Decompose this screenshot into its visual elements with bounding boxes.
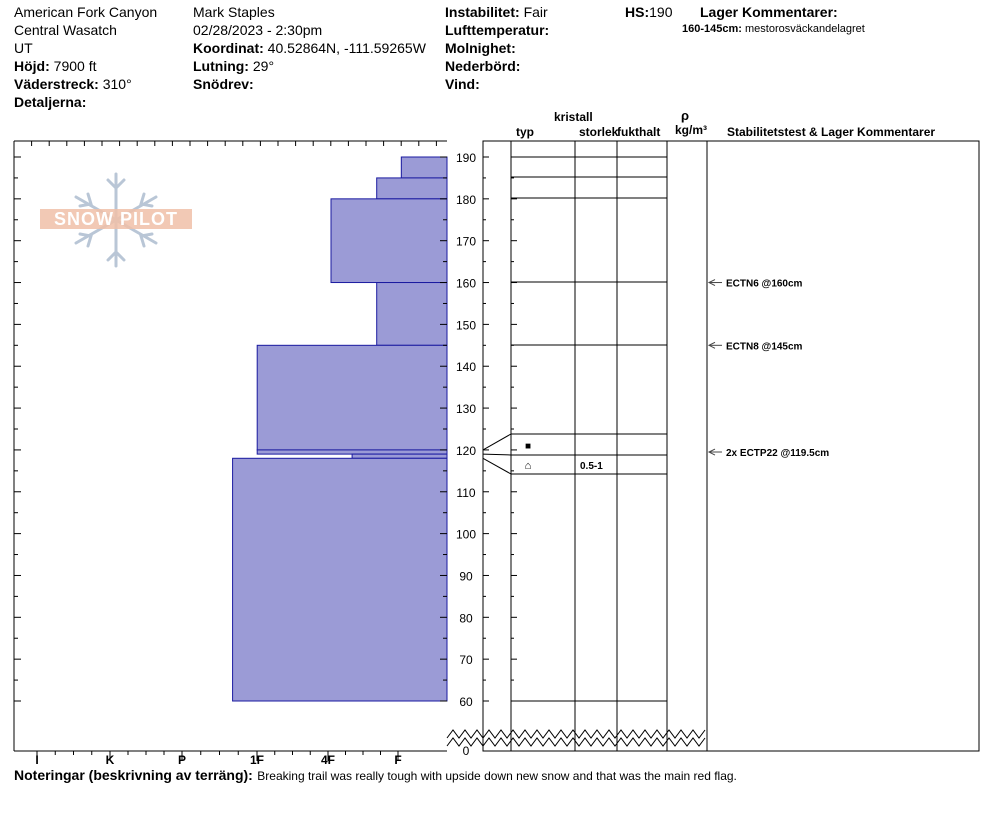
depth-label-190: 190 — [456, 151, 476, 165]
layer-comment-range: 160-145cm: — [682, 23, 742, 35]
depth-label-70: 70 — [459, 653, 473, 667]
coordinates-value: 40.52864N, -111.59265W — [267, 40, 426, 56]
depth-label-0: 0 — [463, 744, 470, 758]
hardness-label-1f: 1F — [250, 753, 264, 767]
notes-label: Noteringar (beskrivning av terräng): — [14, 767, 253, 783]
layer-comment: 160-145cm: mestorosväckandelagret — [682, 24, 865, 35]
hardness-bar-4 — [256, 344, 448, 451]
mountain-range: Central Wasatch — [14, 22, 117, 38]
stability-test-1: ECTN8 @145cm — [726, 341, 803, 352]
sky-label: Molnighet: — [445, 40, 516, 56]
stability-header: Stabilitetstest & Lager Kommentarer — [727, 125, 936, 139]
wind-label: Vind: — [445, 76, 480, 92]
precipitation-label: Nederbörd: — [445, 58, 521, 74]
snow-height-value: 190 — [649, 4, 673, 20]
density-unit-header: kg/m³ — [675, 123, 708, 137]
depth-label-100: 100 — [456, 528, 476, 542]
location: American Fork Canyon — [14, 4, 158, 20]
crystal-symbol-1: ⌂ — [525, 460, 532, 472]
hardness-label-k: K — [106, 753, 115, 767]
layer-boundary-118 — [482, 457, 667, 475]
slope-label: Lutning: — [193, 58, 249, 74]
stability-arrowhead-0 — [707, 279, 716, 286]
logo-text: SNOW PILOT — [54, 209, 178, 229]
layer-comments-label: Lager Kommentarer: — [700, 4, 838, 20]
crystal-symbol-0: ■ — [525, 441, 531, 452]
elevation: Höjd: 7900 ft — [14, 59, 96, 73]
axis-break-line — [446, 729, 706, 739]
stability: Instabilitet: Fair — [445, 5, 548, 19]
slope-value: 29° — [252, 58, 275, 74]
hardness-bar-6 — [351, 453, 448, 459]
axis-break-line — [446, 737, 706, 747]
snowflake-icon — [40, 172, 192, 268]
snowpilot-logo: SNOW PILOT — [36, 170, 196, 270]
hardness-label-p: P — [178, 753, 186, 767]
layer-comment-text: mestorosväckandelagret — [745, 23, 865, 35]
layer-boundary-119 — [482, 453, 667, 456]
depth-label-90: 90 — [459, 569, 473, 583]
details-label: Detaljerna: — [14, 94, 87, 110]
stability-arrowhead-2 — [707, 448, 716, 456]
elevation-label: Höjd: — [14, 58, 50, 74]
datetime: 02/28/2023 - 2:30pm — [193, 22, 323, 38]
snow-height: HS:190 — [625, 5, 672, 19]
depth-label-180: 180 — [456, 193, 476, 207]
depth-label-140: 140 — [456, 360, 476, 374]
depth-label-160: 160 — [456, 277, 476, 291]
snow-height-label: HS: — [625, 4, 650, 20]
stability-value: Fair — [523, 4, 548, 20]
stability-test-0: ECTN6 @160cm — [726, 279, 803, 290]
notes-text: Breaking trail was really tough with ups… — [257, 769, 737, 783]
stability-test-2: 2x ECTP22 @119.5cm — [726, 448, 829, 459]
hardness-label-f: F — [394, 753, 401, 767]
moisture-header: fukthalt — [617, 125, 661, 139]
observer: Mark Staples — [193, 4, 275, 20]
air-temperature-label: Lufttemperatur: — [445, 22, 550, 38]
hardness-bar-5 — [256, 449, 448, 455]
rho-header: ρ — [681, 108, 690, 123]
stability-frame — [706, 140, 980, 752]
elevation-value: 7900 ft — [53, 58, 97, 74]
state: UT — [14, 40, 33, 56]
hardness-bar-7 — [232, 457, 448, 702]
type-header: typ — [516, 125, 534, 139]
hardness-bar-3 — [376, 282, 448, 346]
depth-label-80: 80 — [459, 611, 473, 625]
depth-label-110: 110 — [456, 486, 475, 500]
aspect-label: Väderstreck: — [14, 76, 99, 92]
depth-label-60: 60 — [459, 695, 473, 709]
depth-label-120: 120 — [456, 444, 476, 458]
depth-label-130: 130 — [456, 402, 476, 416]
slope: Lutning: 29° — [193, 59, 274, 73]
hardness-bar-1 — [376, 177, 448, 200]
hardness-bar-0 — [400, 156, 448, 179]
drift-label: Snödrev: — [193, 76, 254, 92]
coordinates: Koordinat: 40.52864N, -111.59265W — [193, 41, 426, 55]
stability-label: Instabilitet: — [445, 4, 520, 20]
hardness-label-i: I — [35, 753, 38, 767]
aspect-value: 310° — [102, 76, 132, 92]
aspect: Väderstreck: 310° — [14, 77, 132, 91]
depth-label-150: 150 — [456, 318, 476, 332]
hardness-label-4f: 4F — [321, 753, 335, 767]
hardness-bar-2 — [330, 198, 448, 284]
layer-boundary-120 — [482, 433, 667, 451]
crystal-size-1: 0.5-1 — [580, 461, 603, 472]
crystal-header: kristall — [554, 110, 593, 124]
notes: Noteringar (beskrivning av terräng): Bre… — [14, 768, 737, 784]
depth-label-170: 170 — [456, 235, 476, 249]
size-header: storlek — [579, 125, 619, 139]
coordinates-label: Koordinat: — [193, 40, 264, 56]
stability-arrowhead-1 — [707, 341, 716, 349]
